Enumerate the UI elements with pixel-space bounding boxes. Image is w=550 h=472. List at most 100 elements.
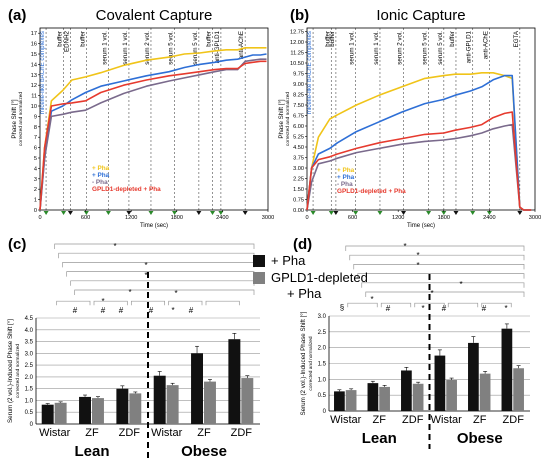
stage-label: EGTA xyxy=(513,30,520,47)
y-tick-label: 6.00 xyxy=(293,124,304,130)
y-tick-label: 5 xyxy=(34,156,37,162)
legend-entry: + Pha xyxy=(337,167,355,174)
series-line-3 xyxy=(306,111,532,211)
x-tick-label: 0 xyxy=(305,215,308,221)
stage-label: anti-AChE xyxy=(238,31,245,59)
sig-marker: * xyxy=(459,280,462,289)
series-line-1 xyxy=(306,74,532,211)
stage-label: EDNH2 xyxy=(63,30,70,52)
sig-marker: § xyxy=(340,303,344,312)
y-tick-label: 8 xyxy=(34,125,37,131)
x-tick-label: ZF xyxy=(85,427,99,439)
y-tick-label: 11.25 xyxy=(290,51,304,57)
y-axis-sublabel: corrected and normalized xyxy=(15,344,21,398)
sig-marker: # xyxy=(73,306,78,315)
sig-bracket xyxy=(345,245,525,251)
x-tick-label: ZDF xyxy=(402,414,424,426)
y-axis-label: Serum (2 vol.)-Induced Phase Shift [°] xyxy=(300,311,307,415)
sig-marker: # xyxy=(189,306,194,315)
x-tick-label: 1800 xyxy=(171,215,183,221)
y-tick-label: 2.5 xyxy=(25,363,34,369)
series-line-0 xyxy=(39,47,267,211)
bar-0 xyxy=(79,396,91,424)
y-tick-label: 3.75 xyxy=(293,156,304,162)
sig-marker: # xyxy=(119,306,124,315)
stage-label: serum 5 vol. xyxy=(168,31,175,65)
group-label: Lean xyxy=(74,443,109,460)
y-tick-label: 1.50 xyxy=(293,187,304,193)
sig-marker: * xyxy=(144,261,147,270)
stage-label: buffer xyxy=(79,31,86,47)
bar-0 xyxy=(41,404,54,424)
sig-marker: # xyxy=(442,304,447,313)
y-tick-label: 0.5 xyxy=(318,393,327,399)
sig-bracket xyxy=(365,291,525,297)
stage-label: buffer xyxy=(324,31,331,47)
stage-label: micelle-like bAChE complexes xyxy=(39,31,46,114)
x-tick-label: ZF xyxy=(473,414,487,426)
bar-0 xyxy=(501,328,513,411)
sig-marker: * xyxy=(113,242,116,251)
series-line-1 xyxy=(39,53,267,211)
y-tick-label: 4.50 xyxy=(293,145,304,151)
y-tick-label: 0.75 xyxy=(293,198,304,204)
y-axis-sublabel: corrected and normalized xyxy=(18,92,24,146)
y-tick-label: 5.25 xyxy=(293,135,304,141)
x-tick-label: ZDF xyxy=(231,427,253,439)
bar-1 xyxy=(513,368,524,411)
stage-label: buffer xyxy=(206,31,213,47)
legend-entry: - Pha xyxy=(337,181,353,188)
sig-bracket xyxy=(349,254,525,261)
y-tick-label: 0.5 xyxy=(25,410,34,416)
sig-marker: * xyxy=(421,304,424,313)
chart-title: Ionic Capture xyxy=(376,7,465,24)
y-tick-label: 12 xyxy=(31,83,37,89)
x-tick-label: Wistar xyxy=(330,414,362,426)
y-tick-label: 0 xyxy=(323,409,327,415)
bar-0 xyxy=(334,391,345,411)
y-axis-sublabel: corrected and normalized xyxy=(285,92,291,146)
stage-marker xyxy=(470,211,476,215)
bar-1 xyxy=(241,378,254,424)
sig-bracket-short xyxy=(56,300,91,306)
sig-bracket xyxy=(74,289,255,295)
y-tick-label: 2.5 xyxy=(318,330,327,336)
stage-marker xyxy=(105,211,111,215)
stage-marker xyxy=(353,211,359,215)
y-tick-label: 11 xyxy=(31,94,37,100)
x-axis-label: Time (sec) xyxy=(407,223,435,229)
x-tick-label: 1800 xyxy=(438,215,450,221)
y-tick-label: 3.5 xyxy=(25,340,34,346)
x-tick-label: 3000 xyxy=(529,215,541,221)
sig-bracket xyxy=(58,252,255,259)
stage-label: anti-GPLD1 xyxy=(466,30,473,63)
legend-entry: + Pha xyxy=(92,165,110,172)
y-tick-label: 2.0 xyxy=(318,346,327,352)
sig-bracket xyxy=(357,273,525,279)
plot-frame xyxy=(306,27,536,211)
stage-marker xyxy=(310,211,316,215)
bar-0 xyxy=(434,355,446,411)
x-axis-label: Time (sec) xyxy=(140,223,168,229)
sig-bracket-short xyxy=(130,300,166,306)
sig-bracket xyxy=(66,271,255,277)
x-tick-label: ZF xyxy=(373,414,387,426)
y-axis-sublabel: corrected and normalized xyxy=(308,336,314,390)
y-axis-label: Phase Shift [°] xyxy=(278,99,285,139)
bar-1 xyxy=(166,385,179,424)
sig-bracket-short xyxy=(447,302,479,308)
legend-label: + Pha xyxy=(287,286,322,301)
sig-bracket-short xyxy=(414,302,445,308)
sig-bracket-short xyxy=(205,300,240,306)
y-tick-label: 9.00 xyxy=(293,82,304,88)
panel-letter: (d) xyxy=(293,236,312,253)
bar-1 xyxy=(345,390,357,411)
stage-marker xyxy=(126,211,132,215)
stage-label: anti-GPLD1 xyxy=(214,30,221,63)
legend-entry: + Pha xyxy=(337,174,355,181)
y-tick-label: 1.5 xyxy=(318,362,327,368)
sig-marker: * xyxy=(370,295,373,304)
sig-bracket xyxy=(361,282,525,288)
y-tick-label: 13 xyxy=(31,73,37,79)
legend-entry: - Pha xyxy=(92,179,108,186)
